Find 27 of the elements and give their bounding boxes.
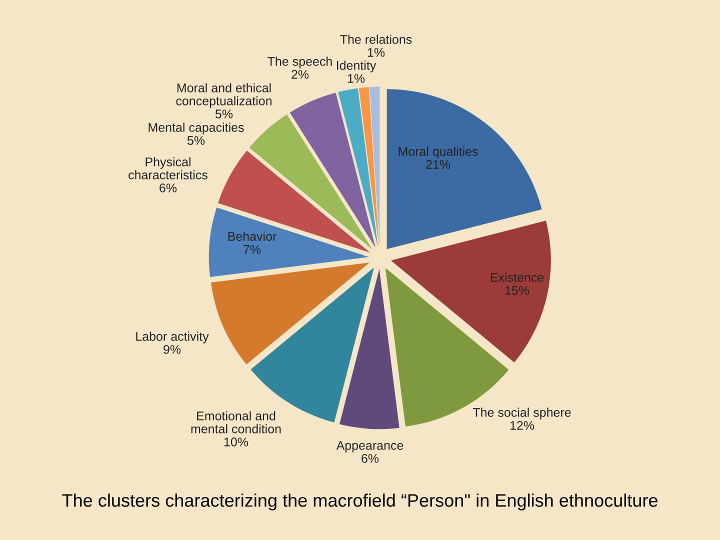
data-label: 5%: [187, 136, 205, 145]
slice-label: Mental capacities: [148, 122, 244, 134]
data-label: 5%: [215, 110, 233, 118]
text: The clusters characterizing the macrofield “Person" in English ethnoculture: [62, 494, 658, 510]
data-label: 15%: [505, 286, 530, 295]
data-label: 1%: [368, 48, 385, 57]
slice-label: Moral and ethical conceptualization: [176, 83, 272, 108]
slice-label: Labor activity: [136, 332, 209, 344]
slice-label: Existence: [490, 272, 544, 282]
data-label: 1%: [348, 74, 365, 83]
slice-label: Identity: [337, 60, 376, 72]
data-label: 6%: [160, 184, 177, 192]
data-label: 10%: [224, 438, 248, 446]
data-label: 6%: [362, 454, 379, 463]
data-label: 2%: [292, 70, 309, 79]
slice-label: Moral qualities: [398, 146, 478, 158]
slice-label: The social sphere: [472, 408, 571, 420]
slice-label: The relations: [340, 34, 412, 44]
slice-label: Emotional and mental condition: [191, 411, 281, 434]
data-label: 21%: [426, 160, 450, 169]
slice-label: The speech: [268, 56, 332, 68]
slice-label: Physical characteristics: [128, 157, 208, 180]
data-label: 7%: [244, 245, 261, 254]
slice-label: Appearance: [336, 441, 404, 452]
data-label: 9%: [164, 345, 181, 354]
data-label: 12%: [510, 421, 534, 430]
slice-label: Behavior: [228, 232, 276, 241]
